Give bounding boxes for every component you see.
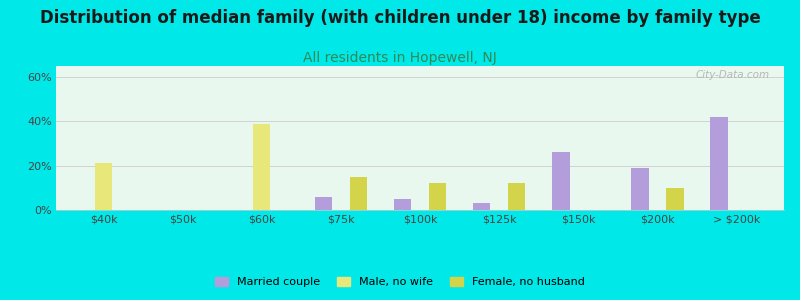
Bar <box>253 124 270 210</box>
Bar <box>473 203 490 210</box>
Bar <box>350 177 367 210</box>
Bar <box>94 164 112 210</box>
Bar <box>508 183 526 210</box>
Bar <box>394 199 411 210</box>
Bar <box>666 188 683 210</box>
Bar <box>429 183 446 210</box>
Text: Distribution of median family (with children under 18) income by family type: Distribution of median family (with chil… <box>40 9 760 27</box>
Text: All residents in Hopewell, NJ: All residents in Hopewell, NJ <box>303 51 497 65</box>
Bar <box>631 168 649 210</box>
Legend: Married couple, Male, no wife, Female, no husband: Married couple, Male, no wife, Female, n… <box>210 272 590 291</box>
Bar <box>552 152 570 210</box>
Bar <box>314 197 332 210</box>
Text: City-Data.com: City-Data.com <box>695 70 770 80</box>
Bar <box>710 117 728 210</box>
